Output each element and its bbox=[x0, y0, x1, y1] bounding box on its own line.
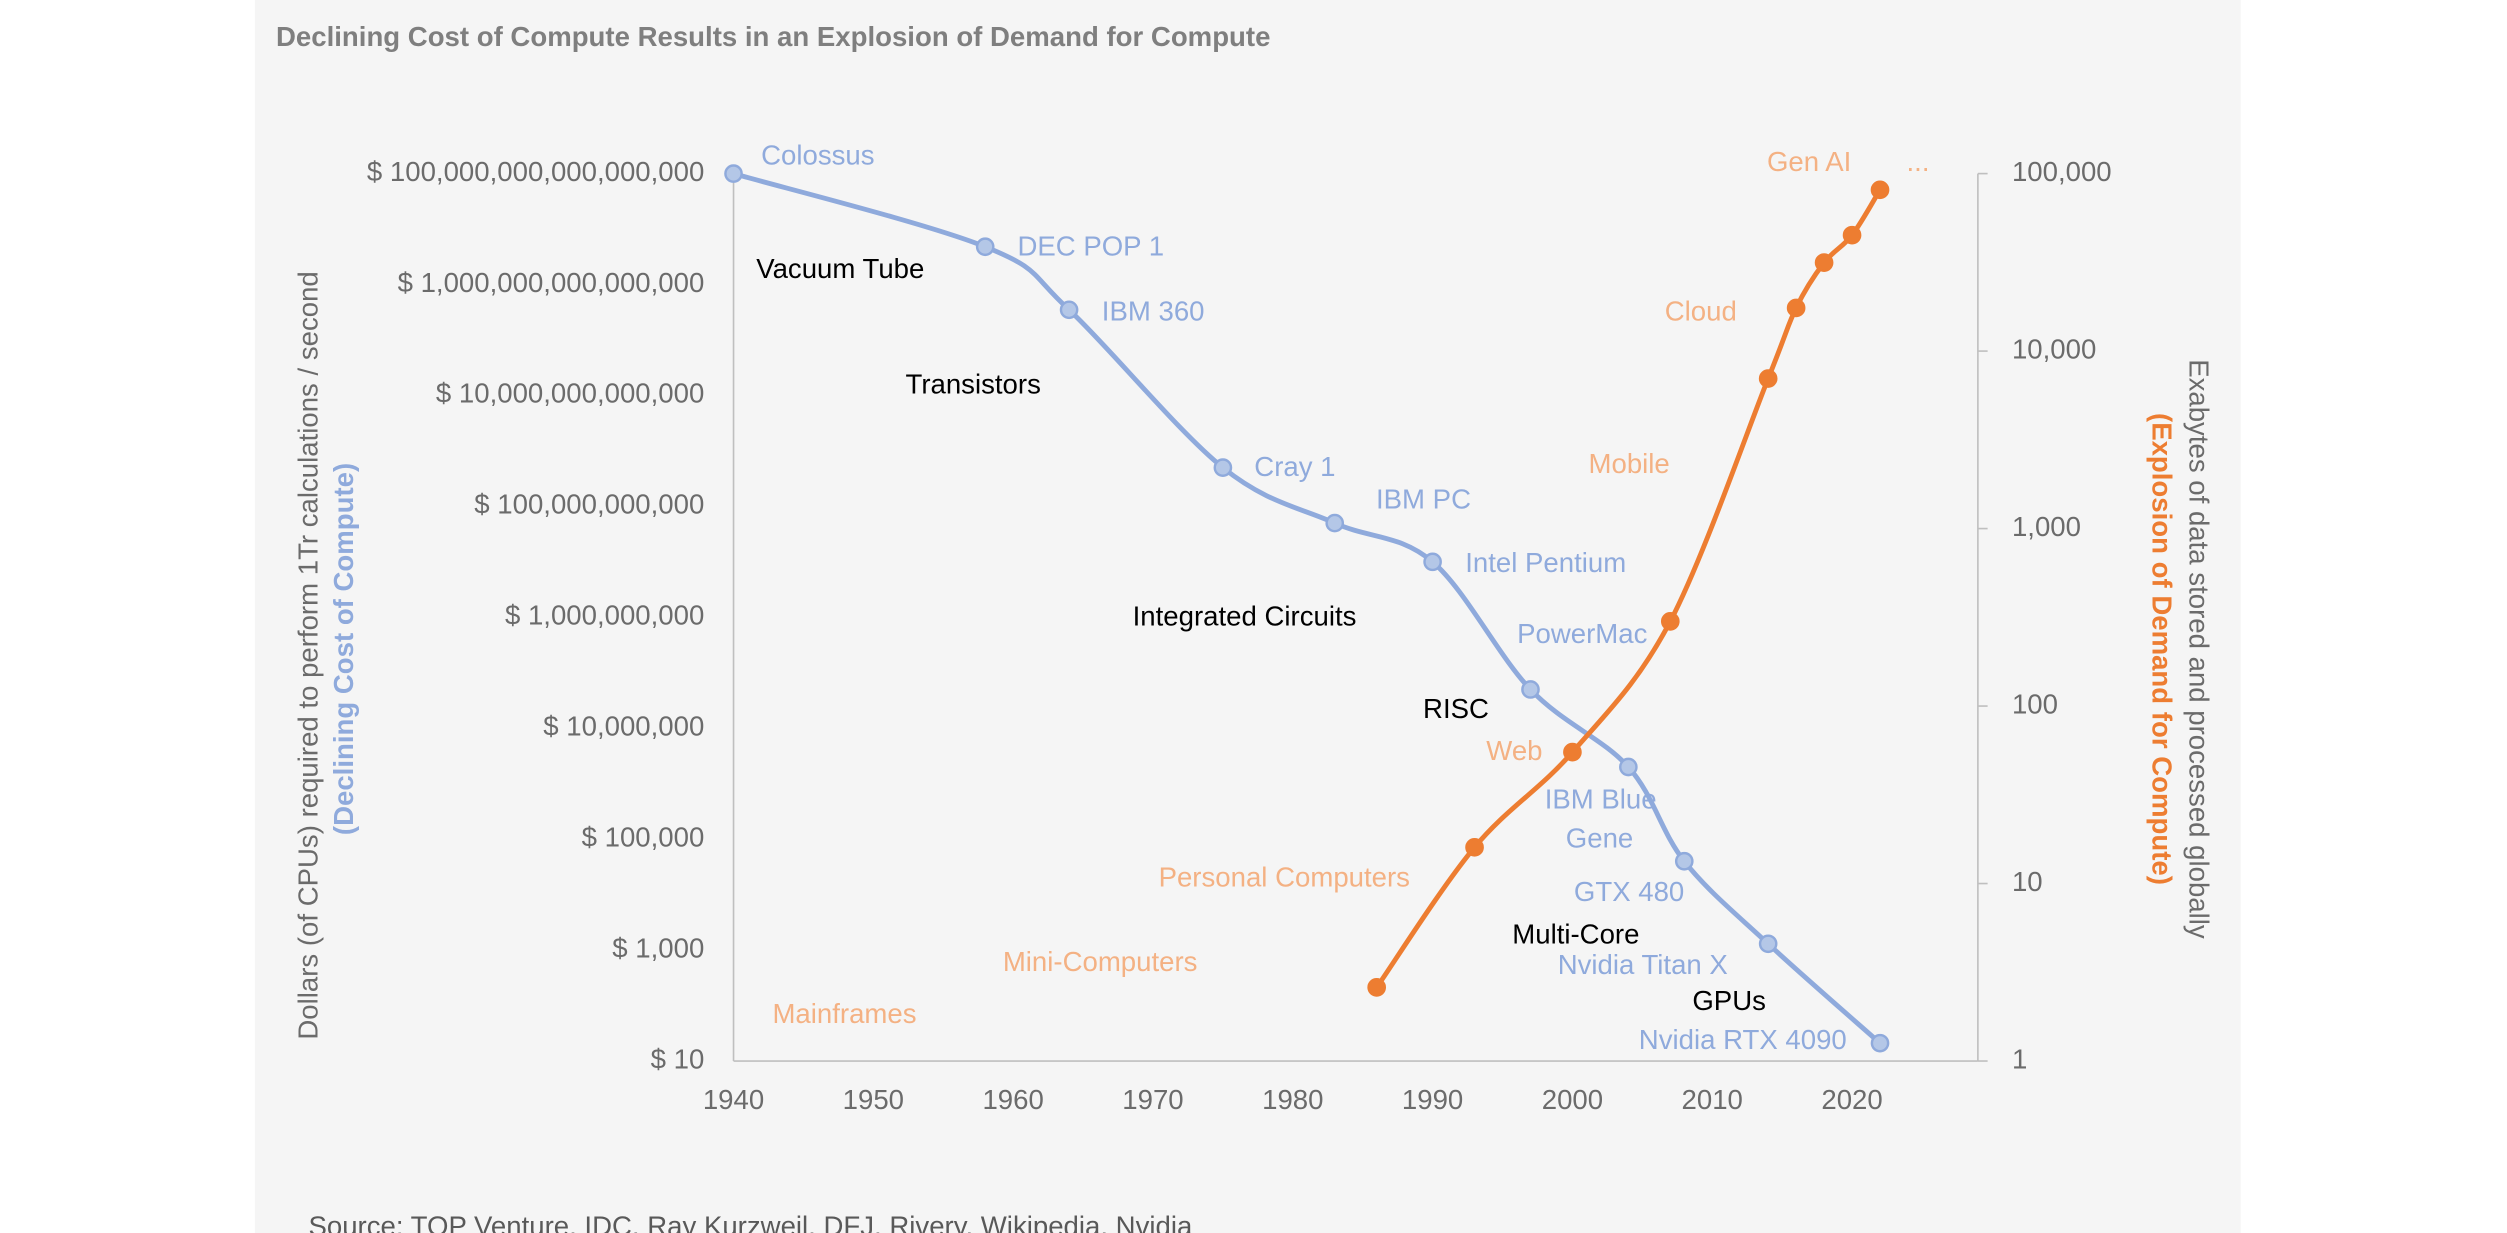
y-axis-label: Dollars (of CPUs) required to perform 1T… bbox=[292, 271, 323, 1039]
point-marker bbox=[1758, 369, 1778, 388]
annotation: DEC POP 1 bbox=[1017, 231, 1164, 262]
point-marker bbox=[1213, 458, 1233, 477]
point-marker bbox=[1786, 298, 1806, 318]
point-marker bbox=[975, 237, 995, 257]
y2-tick-label: 1 bbox=[2012, 1043, 2027, 1074]
point-marker bbox=[1325, 513, 1345, 533]
annotation: IBM PC bbox=[1376, 484, 1471, 515]
point-marker bbox=[1465, 837, 1484, 857]
x-tick-label: 1950 bbox=[843, 1084, 904, 1115]
y-tick-label: $ 10 bbox=[651, 1043, 705, 1074]
annotation: Transistors bbox=[906, 368, 1041, 399]
annotation: Cloud bbox=[1665, 295, 1737, 326]
y2-axis-label: Exabytes of data stored and processed gl… bbox=[2184, 359, 2215, 939]
annotation: RISC bbox=[1423, 693, 1489, 724]
line-series bbox=[732, 171, 1882, 1045]
point-marker bbox=[1367, 978, 1387, 997]
point-marker bbox=[1563, 742, 1582, 762]
annotation: PowerMac bbox=[1517, 618, 1647, 649]
point-marker bbox=[1870, 180, 1890, 200]
point-marker bbox=[1842, 225, 1862, 245]
x-tick-label: 1980 bbox=[1262, 1084, 1323, 1115]
y2-axis-note: (Explosion of Demand for Compute) bbox=[2146, 413, 2177, 885]
y2-tick-label: 100 bbox=[2012, 688, 2058, 719]
annotation: Nvidia RTX 4090 bbox=[1639, 1024, 1847, 1055]
annotation: Colossus bbox=[761, 140, 874, 171]
x-tick-label: 2000 bbox=[1542, 1084, 1603, 1115]
annotation: Vacuum Tube bbox=[756, 253, 924, 284]
x-tick-label: 1970 bbox=[1122, 1084, 1183, 1115]
y-tick-label: $ 1,000 bbox=[612, 932, 704, 963]
annotation: ... bbox=[1907, 146, 1930, 177]
y-tick-label: $ 100,000,000,000,000,000 bbox=[367, 156, 704, 187]
point-marker bbox=[724, 164, 743, 183]
chart-title: Declining Cost of Compute Results in an … bbox=[276, 21, 1270, 52]
x-tick-label: 2020 bbox=[1821, 1084, 1882, 1115]
annotation: Gen AI bbox=[1767, 146, 1851, 177]
y-tick-label: $ 1,000,000,000 bbox=[505, 600, 704, 631]
annotation: GPUs bbox=[1692, 985, 1766, 1016]
y-tick-label: $ 1,000,000,000,000,000 bbox=[398, 267, 705, 298]
annotation: Web bbox=[1486, 735, 1542, 766]
source: Source: TOP Venture, IDC, Ray Kurzweil, … bbox=[308, 1210, 1192, 1233]
point-marker bbox=[1059, 300, 1079, 320]
x-tick-label: 1940 bbox=[703, 1084, 764, 1115]
annotation: Intel Pentium bbox=[1465, 547, 1626, 578]
x-tick-label: 1960 bbox=[982, 1084, 1043, 1115]
y2-tick-label: 100,000 bbox=[2012, 156, 2112, 187]
annotation: Mainframes bbox=[772, 998, 916, 1029]
annotation: Multi-Core bbox=[1512, 918, 1639, 949]
point-marker bbox=[1521, 680, 1540, 699]
point-marker bbox=[1674, 851, 1694, 871]
annotation: Gene bbox=[1566, 823, 1633, 854]
y2-tick-label: 10,000 bbox=[2012, 333, 2096, 364]
y-tick-label: $ 10,000,000,000,000 bbox=[436, 378, 704, 409]
plot-background bbox=[254, 0, 2241, 1233]
point-marker bbox=[1758, 934, 1778, 954]
point-marker bbox=[1660, 612, 1680, 631]
annotation: IBM 360 bbox=[1102, 295, 1205, 326]
annotation: Personal Computers bbox=[1159, 862, 1410, 893]
point-marker bbox=[1814, 253, 1834, 272]
y2-tick-label: 1,000 bbox=[2012, 511, 2081, 542]
x-tick-label: 1990 bbox=[1402, 1084, 1463, 1115]
annotation: GTX 480 bbox=[1574, 876, 1684, 907]
annotation: IBM Blue bbox=[1545, 784, 1657, 815]
annotation: Mobile bbox=[1589, 448, 1670, 479]
point-marker bbox=[1619, 757, 1638, 777]
y2-tick-label: 10 bbox=[2012, 866, 2043, 897]
annotation: Cray 1 bbox=[1254, 451, 1335, 482]
y-tick-label: $ 100,000,000,000 bbox=[474, 489, 704, 520]
x-tick-label: 2010 bbox=[1682, 1084, 1743, 1115]
annotation: Mini-Computers bbox=[1003, 946, 1198, 977]
y-tick-label: $ 100,000 bbox=[582, 821, 705, 852]
annotation: Integrated Circuits bbox=[1133, 600, 1357, 631]
point-marker bbox=[1870, 1033, 1890, 1053]
annotation: Nvidia Titan X bbox=[1558, 949, 1728, 980]
point-marker bbox=[1423, 552, 1442, 572]
y-tick-label: $ 10,000,000 bbox=[543, 711, 704, 742]
y-axis-note: (Declining Cost of Compute) bbox=[328, 463, 359, 835]
